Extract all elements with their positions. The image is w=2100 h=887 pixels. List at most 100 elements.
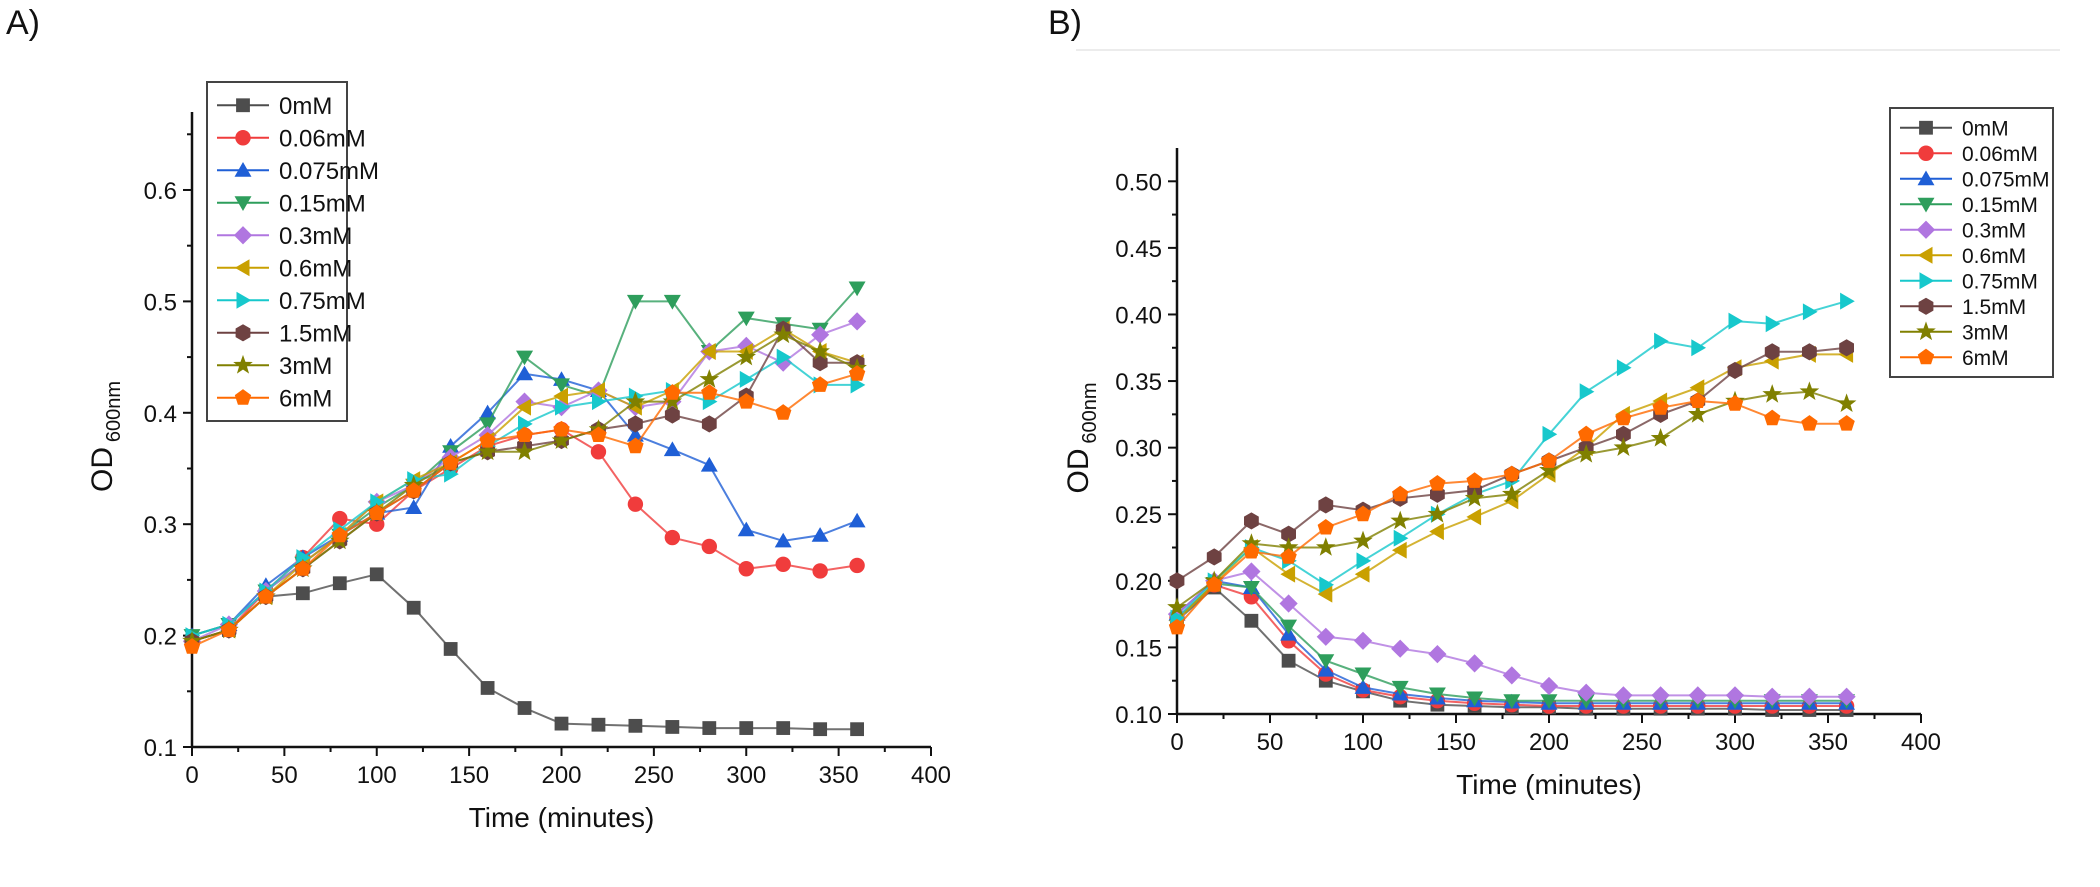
- data-point: [294, 560, 312, 576]
- series-line: [1176, 300, 1847, 619]
- data-point: [591, 717, 606, 732]
- legend-label: 6mM: [279, 385, 332, 412]
- x-tick-label: 250: [634, 762, 674, 789]
- data-point: [1502, 666, 1521, 685]
- y-axis-title-main: OD: [1062, 449, 1095, 494]
- data-point: [775, 404, 792, 420]
- data-point: [1465, 654, 1484, 673]
- data-point: [257, 587, 275, 604]
- data-point: [1466, 691, 1484, 707]
- data-point: [1762, 384, 1783, 403]
- legend-item: 1.5mM: [1900, 296, 2026, 319]
- legend-item: 0.06mM: [217, 125, 366, 152]
- data-point: [628, 718, 643, 733]
- data-point: [480, 681, 495, 695]
- data-point: [1764, 343, 1780, 361]
- data-point: [1319, 576, 1335, 594]
- legend-item: 0.3mM: [1900, 219, 2026, 242]
- legend-label: 0.3mM: [279, 223, 352, 250]
- y-tick-label: 0.25: [1115, 502, 1162, 529]
- data-point: [1727, 361, 1743, 379]
- series-1.5mM: [1169, 339, 1854, 590]
- data-point: [1840, 292, 1855, 310]
- data-point: [1802, 343, 1817, 361]
- x-axis-title: Time (minutes): [469, 802, 655, 833]
- y-axis-title-subscript: 600nm: [103, 381, 125, 442]
- series-0.06mM: [1169, 577, 1855, 714]
- legend-marker: [1917, 197, 1935, 213]
- data-point: [737, 521, 755, 537]
- legend-label: 0.6mM: [279, 255, 352, 282]
- data-point: [516, 350, 534, 366]
- y-tick-label: 0.35: [1115, 369, 1162, 396]
- series-0.075mM: [1168, 572, 1856, 710]
- data-point: [1429, 523, 1444, 541]
- data-point: [554, 716, 569, 731]
- y-tick-label: 0.4: [144, 401, 177, 428]
- data-point: [664, 406, 680, 424]
- legend-item: 0.6mM: [217, 255, 352, 282]
- legend-label: 1.5mM: [279, 320, 352, 347]
- data-point: [664, 529, 681, 546]
- legend-label: 0.3mM: [1962, 219, 2026, 242]
- legend-label: 0.075mM: [1962, 168, 2050, 191]
- data-point: [183, 638, 201, 654]
- legend-marker: [236, 291, 252, 309]
- x-tick-label: 150: [449, 762, 489, 789]
- series-0mM: [185, 567, 865, 737]
- data-point: [700, 456, 718, 472]
- data-point: [1503, 694, 1521, 709]
- data-point: [1168, 618, 1186, 635]
- data-point: [1689, 392, 1706, 408]
- data-point: [1839, 339, 1854, 357]
- data-point: [1652, 399, 1669, 415]
- x-tick-label: 100: [357, 762, 397, 789]
- series-line: [191, 428, 858, 643]
- data-point: [1281, 653, 1296, 668]
- legend-marker: [1917, 246, 1933, 264]
- legend-label: 0.06mM: [279, 125, 366, 152]
- data-point: [1242, 581, 1260, 596]
- data-point: [663, 441, 681, 457]
- legend-marker: [234, 161, 252, 177]
- legend-label: 0mM: [279, 93, 332, 120]
- data-point: [1317, 585, 1333, 603]
- legend-label: 0.15mM: [1962, 194, 2038, 217]
- legend-marker: [1918, 145, 1934, 161]
- data-point: [1578, 425, 1595, 442]
- data-point: [553, 420, 570, 437]
- data-point: [590, 426, 607, 442]
- data-point: [1542, 425, 1558, 443]
- legend-item: 6mM: [1900, 347, 2009, 370]
- legend-marker: [234, 389, 252, 405]
- legend-marker: [233, 226, 253, 245]
- legend-item: 0mM: [1900, 117, 2009, 140]
- data-point: [590, 444, 607, 460]
- legend-marker: [236, 98, 250, 113]
- data-point: [1765, 315, 1781, 333]
- legend-item: 0.15mM: [1900, 194, 2038, 217]
- data-point: [1169, 572, 1185, 590]
- data-point: [739, 721, 754, 735]
- legend-item: 0.75mM: [1900, 270, 2038, 293]
- data-point: [477, 441, 498, 461]
- data-point: [1244, 512, 1259, 530]
- data-point: [1615, 409, 1632, 426]
- x-tick-label: 400: [911, 762, 951, 789]
- data-point: [1244, 613, 1259, 628]
- x-tick-label: 250: [1622, 729, 1662, 756]
- data-point: [738, 392, 755, 409]
- data-point: [1428, 687, 1446, 703]
- data-point: [516, 426, 533, 442]
- data-point: [1315, 537, 1336, 556]
- data-point: [813, 722, 828, 737]
- data-point: [1317, 654, 1335, 669]
- legend-marker: [1918, 297, 1934, 315]
- y-axis-title-subscript: 600nm: [1079, 382, 1101, 443]
- data-point: [1688, 686, 1707, 705]
- data-point: [369, 567, 384, 582]
- legend-marker: [1917, 348, 1935, 365]
- data-point: [848, 512, 866, 528]
- series-6mM: [1168, 392, 1855, 635]
